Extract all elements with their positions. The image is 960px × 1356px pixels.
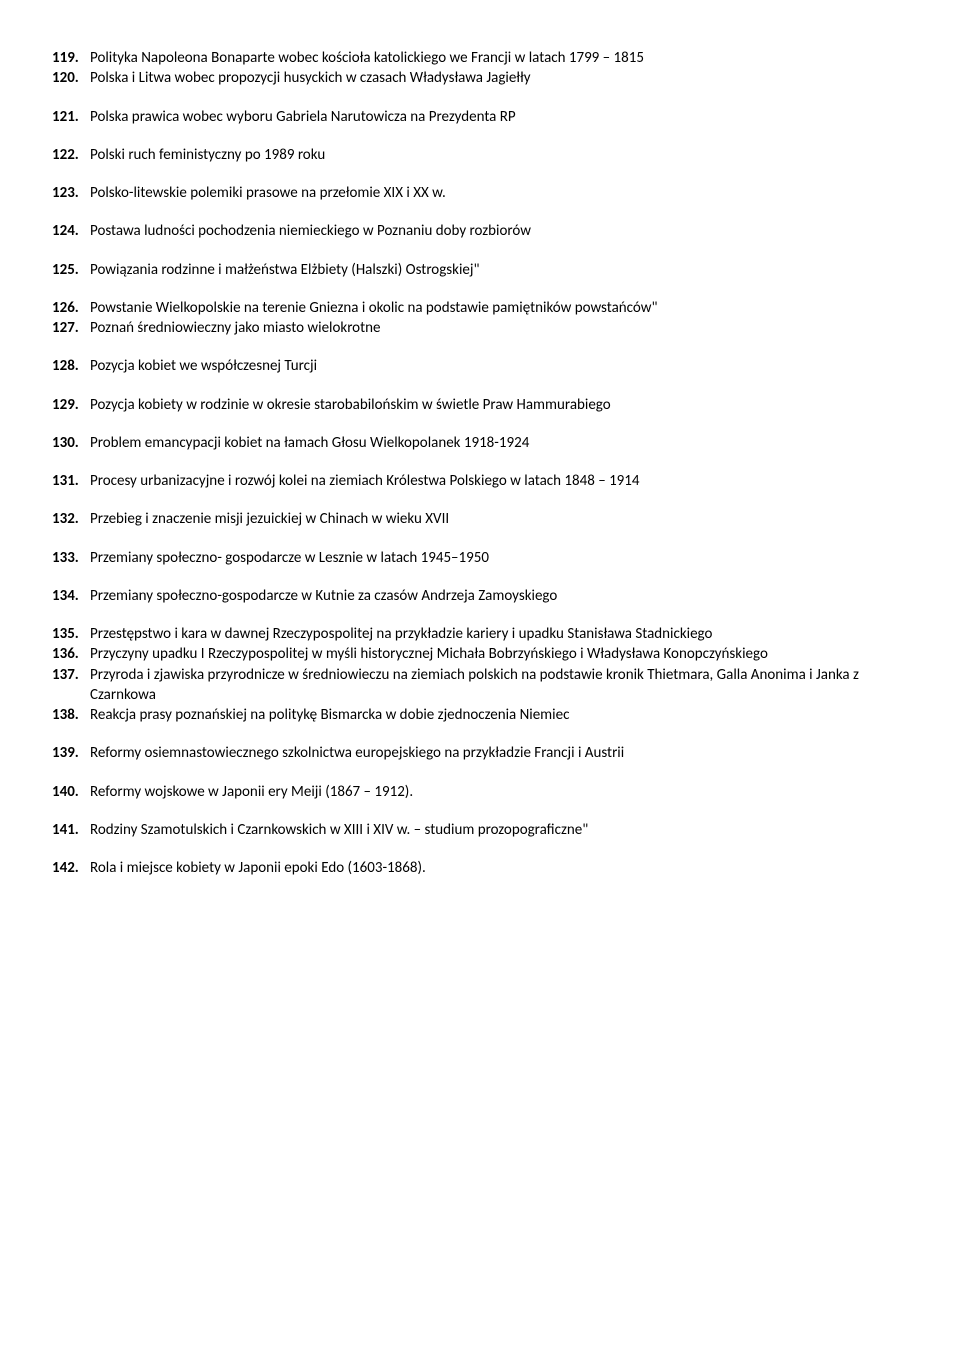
list-item: 119.Polityka Napoleona Bonaparte wobec k… — [52, 48, 908, 68]
item-text: Przyroda i zjawiska przyrodnicze w średn… — [86, 665, 908, 706]
item-text: Polityka Napoleona Bonaparte wobec kości… — [86, 48, 908, 68]
item-text: Przemiany społeczno-gospodarcze w Kutnie… — [86, 586, 908, 606]
list-item: 139.Reformy osiemnastowiecznego szkolnic… — [52, 743, 908, 763]
item-text: Przestępstwo i kara w dawnej Rzeczypospo… — [86, 624, 908, 644]
item-number: 129. — [52, 395, 86, 415]
list-item: 127.Poznań średniowieczny jako miasto wi… — [52, 318, 908, 338]
item-text: Polski ruch feministyczny po 1989 roku — [86, 145, 908, 165]
item-number: 125. — [52, 260, 86, 280]
list-item: 136.Przyczyny upadku I Rzeczypospolitej … — [52, 644, 908, 664]
list-item: 120.Polska i Litwa wobec propozycji husy… — [52, 68, 908, 88]
item-number: 134. — [52, 586, 86, 606]
item-text: Powstanie Wielkopolskie na terenie Gniez… — [86, 298, 908, 318]
item-text: Reakcja prasy poznańskiej na politykę Bi… — [86, 705, 908, 725]
item-text: Przebieg i znaczenie misji jezuickiej w … — [86, 509, 908, 529]
list-item: 142.Rola i miejsce kobiety w Japonii epo… — [52, 858, 908, 878]
item-number: 127. — [52, 318, 86, 338]
item-text: Polska i Litwa wobec propozycji husyckic… — [86, 68, 908, 88]
item-number: 140. — [52, 782, 86, 802]
item-number: 123. — [52, 183, 86, 203]
item-text: Problem emancypacji kobiet na łamach Gło… — [86, 433, 908, 453]
item-number: 120. — [52, 68, 86, 88]
list-item: 138.Reakcja prasy poznańskiej na polityk… — [52, 705, 908, 725]
item-number: 135. — [52, 624, 86, 644]
list-item: 123.Polsko-litewskie polemiki prasowe na… — [52, 183, 908, 203]
item-text: Poznań średniowieczny jako miasto wielok… — [86, 318, 908, 338]
item-number: 121. — [52, 107, 86, 127]
item-text: Przyczyny upadku I Rzeczypospolitej w my… — [86, 644, 908, 664]
item-text: Postawa ludności pochodzenia niemieckieg… — [86, 221, 908, 241]
list-item: 129.Pozycja kobiety w rodzinie w okresie… — [52, 395, 908, 415]
item-text: Przemiany społeczno- gospodarcze w Leszn… — [86, 548, 908, 568]
list-item: 135.Przestępstwo i kara w dawnej Rzeczyp… — [52, 624, 908, 644]
list-item: 122.Polski ruch feministyczny po 1989 ro… — [52, 145, 908, 165]
list-item: 131.Procesy urbanizacyjne i rozwój kolei… — [52, 471, 908, 491]
list-item: 137.Przyroda i zjawiska przyrodnicze w ś… — [52, 665, 908, 706]
item-number: 119. — [52, 48, 86, 68]
item-text: Rodziny Szamotulskich i Czarnkowskich w … — [86, 820, 908, 840]
item-number: 137. — [52, 665, 86, 685]
item-text: Polska prawica wobec wyboru Gabriela Nar… — [86, 107, 908, 127]
list-item: 121.Polska prawica wobec wyboru Gabriela… — [52, 107, 908, 127]
list-item: 126.Powstanie Wielkopolskie na terenie G… — [52, 298, 908, 318]
item-text: Pozycja kobiety w rodzinie w okresie sta… — [86, 395, 908, 415]
item-number: 141. — [52, 820, 86, 840]
item-number: 132. — [52, 509, 86, 529]
ordered-list: 119.Polityka Napoleona Bonaparte wobec k… — [52, 48, 908, 878]
list-item: 132.Przebieg i znaczenie misji jezuickie… — [52, 509, 908, 529]
item-text: Reformy osiemnastowiecznego szkolnictwa … — [86, 743, 908, 763]
item-number: 130. — [52, 433, 86, 453]
list-item: 130.Problem emancypacji kobiet na łamach… — [52, 433, 908, 453]
item-number: 136. — [52, 644, 86, 664]
list-item: 134.Przemiany społeczno-gospodarcze w Ku… — [52, 586, 908, 606]
list-item: 133.Przemiany społeczno- gospodarcze w L… — [52, 548, 908, 568]
item-number: 128. — [52, 356, 86, 376]
list-item: 140.Reformy wojskowe w Japonii ery Meiji… — [52, 782, 908, 802]
list-item: 125.Powiązania rodzinne i małżeństwa Elż… — [52, 260, 908, 280]
item-text: Powiązania rodzinne i małżeństwa Elżbiet… — [86, 260, 908, 280]
item-number: 124. — [52, 221, 86, 241]
item-text: Rola i miejsce kobiety w Japonii epoki E… — [86, 858, 908, 878]
item-number: 138. — [52, 705, 86, 725]
list-item: 124.Postawa ludności pochodzenia niemiec… — [52, 221, 908, 241]
item-number: 133. — [52, 548, 86, 568]
item-text: Procesy urbanizacyjne i rozwój kolei na … — [86, 471, 908, 491]
item-number: 122. — [52, 145, 86, 165]
item-text: Polsko-litewskie polemiki prasowe na prz… — [86, 183, 908, 203]
item-number: 126. — [52, 298, 86, 318]
item-text: Reformy wojskowe w Japonii ery Meiji (18… — [86, 782, 908, 802]
item-text: Pozycja kobiet we współczesnej Turcji — [86, 356, 908, 376]
item-number: 142. — [52, 858, 86, 878]
item-number: 131. — [52, 471, 86, 491]
list-item: 141.Rodziny Szamotulskich i Czarnkowskic… — [52, 820, 908, 840]
list-item: 128.Pozycja kobiet we współczesnej Turcj… — [52, 356, 908, 376]
item-number: 139. — [52, 743, 86, 763]
